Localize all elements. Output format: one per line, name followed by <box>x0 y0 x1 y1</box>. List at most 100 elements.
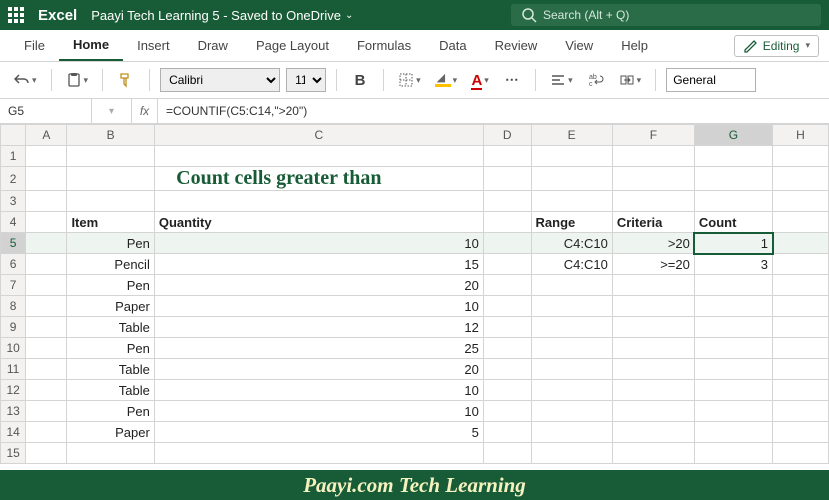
cell-F5[interactable]: >20 <box>612 233 694 254</box>
row-header-7[interactable]: 7 <box>1 275 26 296</box>
cell-G4[interactable]: Count <box>694 212 772 233</box>
row-header-13[interactable]: 13 <box>1 401 26 422</box>
cell-G12[interactable] <box>694 380 772 401</box>
cell-H8[interactable] <box>773 296 829 317</box>
cell-D15[interactable] <box>483 443 531 464</box>
row-header-12[interactable]: 12 <box>1 380 26 401</box>
col-header-F[interactable]: F <box>612 125 694 146</box>
cell-G2[interactable] <box>694 167 772 191</box>
cell-G10[interactable] <box>694 338 772 359</box>
cell-C9[interactable]: 12 <box>154 317 483 338</box>
cell-B2[interactable] <box>67 167 154 191</box>
tab-help[interactable]: Help <box>607 30 662 61</box>
cell-C10[interactable]: 25 <box>154 338 483 359</box>
cell-A11[interactable] <box>26 359 67 380</box>
cell-C2[interactable]: Count cells greater than <box>154 167 483 191</box>
cell-D6[interactable] <box>483 254 531 275</box>
cell-A14[interactable] <box>26 422 67 443</box>
tab-home[interactable]: Home <box>59 30 123 61</box>
tab-insert[interactable]: Insert <box>123 30 184 61</box>
cell-G7[interactable] <box>694 275 772 296</box>
tab-review[interactable]: Review <box>481 30 552 61</box>
cell-G13[interactable] <box>694 401 772 422</box>
cell-D13[interactable] <box>483 401 531 422</box>
cell-B14[interactable]: Paper <box>67 422 154 443</box>
borders-button[interactable]: ▾ <box>394 67 425 93</box>
cell-G9[interactable] <box>694 317 772 338</box>
undo-button[interactable]: ▾ <box>10 67 41 93</box>
row-header-14[interactable]: 14 <box>1 422 26 443</box>
cell-E3[interactable] <box>531 191 612 212</box>
tab-file[interactable]: File <box>10 30 59 61</box>
row-header-6[interactable]: 6 <box>1 254 26 275</box>
tab-view[interactable]: View <box>551 30 607 61</box>
cell-B1[interactable] <box>67 146 154 167</box>
cell-A8[interactable] <box>26 296 67 317</box>
cell-G6[interactable]: 3 <box>694 254 772 275</box>
cell-H5[interactable] <box>773 233 829 254</box>
cell-B7[interactable]: Pen <box>67 275 154 296</box>
tab-formulas[interactable]: Formulas <box>343 30 425 61</box>
cell-E14[interactable] <box>531 422 612 443</box>
cell-F2[interactable] <box>612 167 694 191</box>
editing-mode-button[interactable]: Editing ▾ <box>734 35 819 57</box>
wrap-text-button[interactable]: abc <box>583 67 609 93</box>
name-box-dropdown[interactable]: ▾ <box>92 99 132 123</box>
cell-H4[interactable] <box>773 212 829 233</box>
cell-C14[interactable]: 5 <box>154 422 483 443</box>
cell-H13[interactable] <box>773 401 829 422</box>
format-painter-button[interactable] <box>113 67 139 93</box>
font-name-select[interactable]: Calibri <box>160 68 280 92</box>
cell-A12[interactable] <box>26 380 67 401</box>
search-input[interactable]: Search (Alt + Q) <box>511 4 821 26</box>
cell-E15[interactable] <box>531 443 612 464</box>
cell-F15[interactable] <box>612 443 694 464</box>
cell-C15[interactable] <box>154 443 483 464</box>
cell-D11[interactable] <box>483 359 531 380</box>
tab-draw[interactable]: Draw <box>184 30 242 61</box>
merge-button[interactable]: ▾ <box>615 67 646 93</box>
cell-C13[interactable]: 10 <box>154 401 483 422</box>
cell-A7[interactable] <box>26 275 67 296</box>
cell-D4[interactable] <box>483 212 531 233</box>
cell-C7[interactable]: 20 <box>154 275 483 296</box>
cell-G1[interactable] <box>694 146 772 167</box>
cell-H11[interactable] <box>773 359 829 380</box>
more-font-button[interactable]: ⋯ <box>499 67 525 93</box>
cell-C3[interactable] <box>154 191 483 212</box>
cell-A3[interactable] <box>26 191 67 212</box>
row-header-1[interactable]: 1 <box>1 146 26 167</box>
col-header-D[interactable]: D <box>483 125 531 146</box>
cell-F7[interactable] <box>612 275 694 296</box>
col-header-A[interactable]: A <box>26 125 67 146</box>
cell-F3[interactable] <box>612 191 694 212</box>
cell-C11[interactable]: 20 <box>154 359 483 380</box>
cell-F4[interactable]: Criteria <box>612 212 694 233</box>
cell-F8[interactable] <box>612 296 694 317</box>
paste-button[interactable]: ▾ <box>62 67 93 93</box>
cell-E8[interactable] <box>531 296 612 317</box>
cell-E7[interactable] <box>531 275 612 296</box>
cell-C8[interactable]: 10 <box>154 296 483 317</box>
cell-E10[interactable] <box>531 338 612 359</box>
row-header-3[interactable]: 3 <box>1 191 26 212</box>
cell-F9[interactable] <box>612 317 694 338</box>
cell-H7[interactable] <box>773 275 829 296</box>
cell-E11[interactable] <box>531 359 612 380</box>
cell-F11[interactable] <box>612 359 694 380</box>
row-header-2[interactable]: 2 <box>1 167 26 191</box>
cell-E12[interactable] <box>531 380 612 401</box>
cell-G3[interactable] <box>694 191 772 212</box>
cell-F10[interactable] <box>612 338 694 359</box>
cell-E13[interactable] <box>531 401 612 422</box>
cell-D5[interactable] <box>483 233 531 254</box>
cell-C6[interactable]: 15 <box>154 254 483 275</box>
cell-E4[interactable]: Range <box>531 212 612 233</box>
cell-B8[interactable]: Paper <box>67 296 154 317</box>
cell-D10[interactable] <box>483 338 531 359</box>
row-header-15[interactable]: 15 <box>1 443 26 464</box>
cell-H3[interactable] <box>773 191 829 212</box>
cell-G14[interactable] <box>694 422 772 443</box>
fx-icon[interactable]: fx <box>132 99 158 123</box>
cell-F14[interactable] <box>612 422 694 443</box>
